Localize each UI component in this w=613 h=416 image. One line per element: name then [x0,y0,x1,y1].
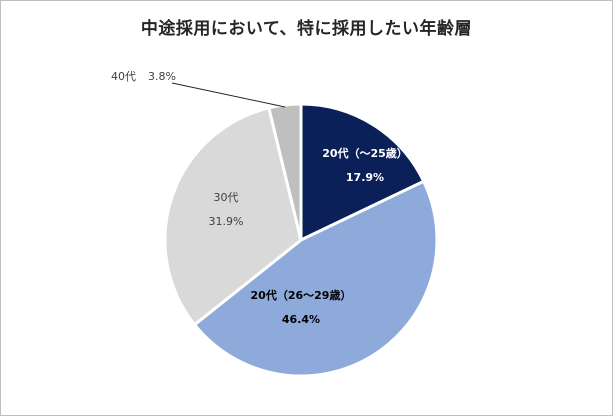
slice-category-2: 20代（26〜29歳） [251,288,352,302]
pie-slice-4 [267,102,303,241]
chart-title: 中途採用において、特に採用したい年齢層 [140,19,473,39]
slice-category-1: 20代（〜25歳） [322,146,408,160]
leader-line-4 [171,82,286,108]
slice-category-4: 40代 [111,70,136,83]
slice-value-4: 3.8% [148,70,176,83]
pie-labels: 20代（〜25歳） 17.9% 20代（26〜29歳） 46.4% 30代 31.9% 40… [111,70,408,326]
pie-slices [163,102,439,378]
pie-slice-3 [163,106,303,327]
pie-slice-2 [192,179,439,378]
slice-category-3: 30代 [214,191,239,204]
slice-label-4: 40代 3.8% [111,70,176,83]
slice-value-3: 31.9% [209,215,244,228]
slice-value-2: 46.4% [282,313,320,326]
pie-slice-1 [299,102,426,243]
slice-value-1: 17.9% [346,171,384,184]
